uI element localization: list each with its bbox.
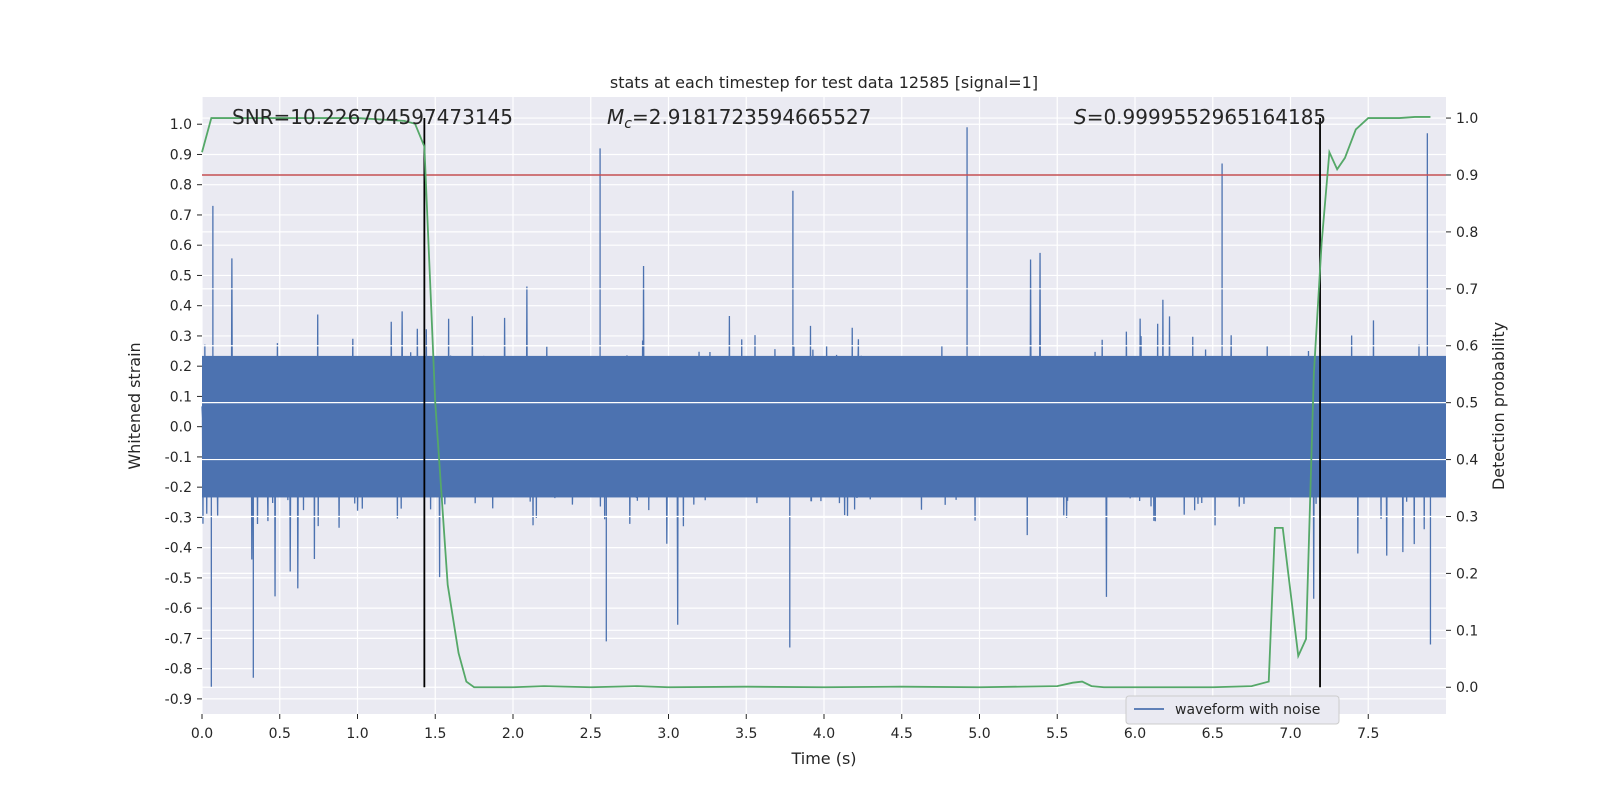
y-tick-label: -0.1 bbox=[165, 450, 192, 466]
y-tick-label: 0.2 bbox=[170, 359, 192, 375]
y-tick-label: -0.5 bbox=[165, 571, 192, 587]
y2-tick-label: 0.6 bbox=[1456, 339, 1478, 355]
x-tick-label: 0.5 bbox=[269, 726, 291, 742]
y-tick-label: 0.4 bbox=[170, 299, 192, 315]
detection-probability-line bbox=[201, 116, 1431, 689]
x-tick-label: 1.5 bbox=[424, 726, 446, 742]
y2-tick-label: 0.0 bbox=[1456, 680, 1478, 696]
mc-symbol: M bbox=[607, 105, 624, 129]
s-symbol: S bbox=[1074, 105, 1087, 129]
x-tick-label: 7.5 bbox=[1357, 726, 1379, 742]
x-tick-label: 0.0 bbox=[191, 726, 213, 742]
y-tick-label: 0.0 bbox=[170, 420, 192, 436]
y-tick-label: -0.7 bbox=[165, 631, 192, 647]
y2-tick-label: 0.4 bbox=[1456, 453, 1478, 469]
x-tick-label: 4.0 bbox=[813, 726, 835, 742]
mc-annotation: Mc=2.9181723594665527 bbox=[607, 105, 871, 132]
legend-box bbox=[1125, 695, 1340, 725]
y-tick-label: 0.8 bbox=[170, 178, 192, 194]
x-tick-label: 3.0 bbox=[657, 726, 679, 742]
overlay-lines bbox=[201, 116, 1446, 689]
axes: 0.0 0.5 1.0 1.5 2.0 2.5 3.0 3.5 4.0 4.5 5.0 5.5 6.0 6… bbox=[165, 111, 1479, 742]
y2-tick-label: 0.9 bbox=[1456, 168, 1478, 184]
x-tick-label: 4.5 bbox=[891, 726, 913, 742]
x-tick-label: 1.0 bbox=[346, 726, 368, 742]
chart-title: stats at each timestep for test data 125… bbox=[610, 73, 1038, 92]
y2-tick-label: 0.7 bbox=[1456, 282, 1478, 298]
y-tick-label: 0.9 bbox=[170, 147, 192, 163]
y-tick-label: 0.7 bbox=[170, 208, 192, 224]
y-tick-label: -0.8 bbox=[165, 662, 192, 678]
x-tick-label: 6.0 bbox=[1124, 726, 1146, 742]
s-value: =0.9999552965164185 bbox=[1087, 105, 1326, 129]
y2-axis-label: Detection probability bbox=[1489, 322, 1508, 490]
y-tick-label: 0.5 bbox=[170, 268, 192, 284]
y-tick-label: 0.1 bbox=[170, 389, 192, 405]
y-tick-label: 0.3 bbox=[170, 329, 192, 345]
snr-annotation: SNR=10.226704597473145 bbox=[232, 105, 513, 129]
y2-tick-label: 0.2 bbox=[1456, 566, 1478, 582]
y2-tick-label: 0.1 bbox=[1456, 623, 1478, 639]
y-axis-label: Whitened strain bbox=[125, 342, 144, 469]
y-tick-label: -0.3 bbox=[165, 510, 192, 526]
legend: waveform with noise bbox=[1125, 695, 1340, 725]
x-tick-label: 2.0 bbox=[502, 726, 524, 742]
y2-tick-label: 0.5 bbox=[1456, 396, 1478, 412]
x-tick-label: 5.0 bbox=[968, 726, 990, 742]
y-tick-label: 0.6 bbox=[170, 238, 192, 254]
x-tick-label: 7.0 bbox=[1279, 726, 1301, 742]
mc-value: =2.9181723594665527 bbox=[632, 105, 871, 129]
y-tick-label: -0.6 bbox=[165, 601, 192, 617]
y-tick-label: 1.0 bbox=[170, 117, 192, 133]
mc-subscript: c bbox=[624, 116, 632, 132]
waveform-core-band bbox=[202, 355, 1446, 498]
y-tick-label: -0.4 bbox=[165, 541, 192, 557]
x-tick-label: 3.5 bbox=[735, 726, 757, 742]
waveform-series bbox=[201, 127, 1446, 687]
legend-label-waveform: waveform with noise bbox=[1175, 702, 1320, 718]
y2-tick-label: 0.3 bbox=[1456, 509, 1478, 525]
x-axis-label: Time (s) bbox=[790, 749, 856, 768]
s-annotation: S=0.9999552965164185 bbox=[1074, 105, 1326, 129]
y-tick-label: -0.9 bbox=[165, 692, 192, 708]
x-tick-label: 6.5 bbox=[1202, 726, 1224, 742]
y2-tick-label: 1.0 bbox=[1456, 111, 1478, 127]
y2-tick-label: 0.8 bbox=[1456, 225, 1478, 241]
y-tick-label: -0.2 bbox=[165, 480, 192, 496]
x-tick-label: 2.5 bbox=[580, 726, 602, 742]
x-tick-label: 5.5 bbox=[1046, 726, 1068, 742]
